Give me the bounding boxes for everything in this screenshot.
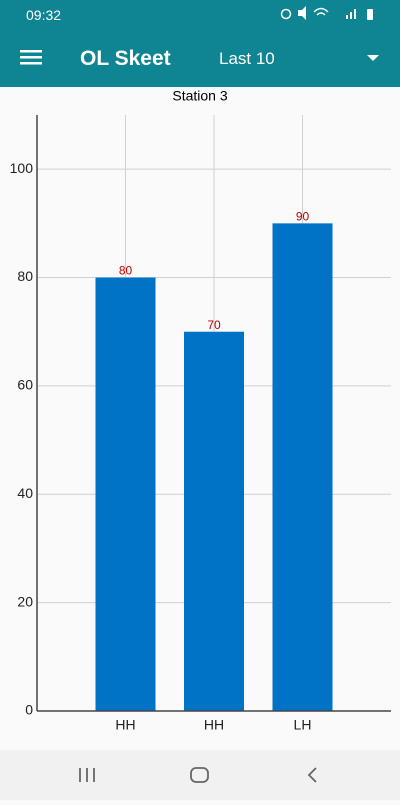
y-tick-label: 40 [17, 485, 33, 501]
y-tick-label: 0 [25, 702, 33, 718]
y-tick-label: 80 [17, 268, 33, 284]
bar [95, 277, 156, 711]
status-time: 09:32 [26, 7, 62, 23]
value-label: 80 [119, 264, 133, 278]
x-tick-label: HH [204, 717, 224, 733]
value-label: 70 [207, 318, 221, 332]
nav-bar [0, 750, 400, 800]
bar [272, 223, 333, 711]
bar [184, 331, 244, 711]
recents-button[interactable] [79, 768, 95, 782]
y-tick-label: 60 [17, 377, 33, 393]
y-tick-label: 100 [10, 160, 34, 176]
filter-dropdown[interactable]: Last 10 [219, 49, 275, 68]
y-tick-label: 20 [17, 593, 33, 609]
dropdown-arrow[interactable] [367, 55, 381, 63]
nav-icons [79, 767, 317, 783]
x-tick-label: LH [294, 717, 312, 733]
value-label: 90 [296, 210, 310, 224]
app-title: OL Skeet [80, 47, 171, 70]
chart-title: Station 3 [172, 88, 227, 104]
home-button[interactable] [190, 767, 209, 783]
x-tick-label: HH [115, 717, 135, 733]
back-button[interactable] [307, 767, 317, 783]
menu-button[interactable] [20, 49, 50, 69]
app-bar: 09:32 OL Skeet Last 10 [0, 0, 400, 87]
status-icons [280, 6, 373, 20]
chart: Station 3 0 20 40 60 80 100 HH 80 HH 70 LH 90 [10, 88, 391, 733]
